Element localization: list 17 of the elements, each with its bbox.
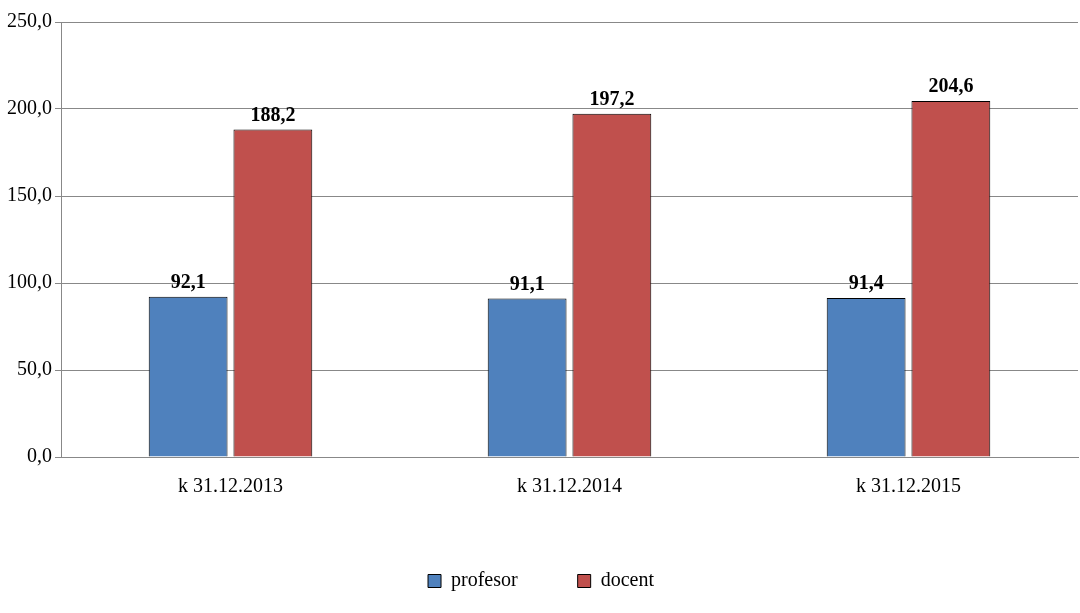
y-tick-label: 0,0 bbox=[27, 444, 52, 467]
data-label: 188,2 bbox=[250, 102, 296, 125]
x-tick-label: k 31.12.2015 bbox=[856, 474, 961, 497]
y-tick-label: 100,0 bbox=[7, 270, 52, 293]
y-tick-label: 150,0 bbox=[7, 183, 52, 206]
x-tick-label: k 31.12.2014 bbox=[517, 474, 622, 497]
data-label: 91,1 bbox=[509, 271, 545, 294]
data-label: 204,6 bbox=[928, 74, 974, 97]
y-tick-label: 200,0 bbox=[7, 96, 52, 119]
legend-label: docent bbox=[600, 568, 655, 591]
data-label: 91,4 bbox=[848, 271, 884, 294]
y-tick-label: 50,0 bbox=[17, 357, 52, 380]
x-tick-label: k 31.12.2013 bbox=[178, 474, 283, 497]
y-tick-label: 250,0 bbox=[7, 9, 52, 32]
data-label: 92,1 bbox=[170, 269, 206, 292]
legend-label: profesor bbox=[451, 568, 518, 592]
data-label: 197,2 bbox=[589, 87, 635, 110]
